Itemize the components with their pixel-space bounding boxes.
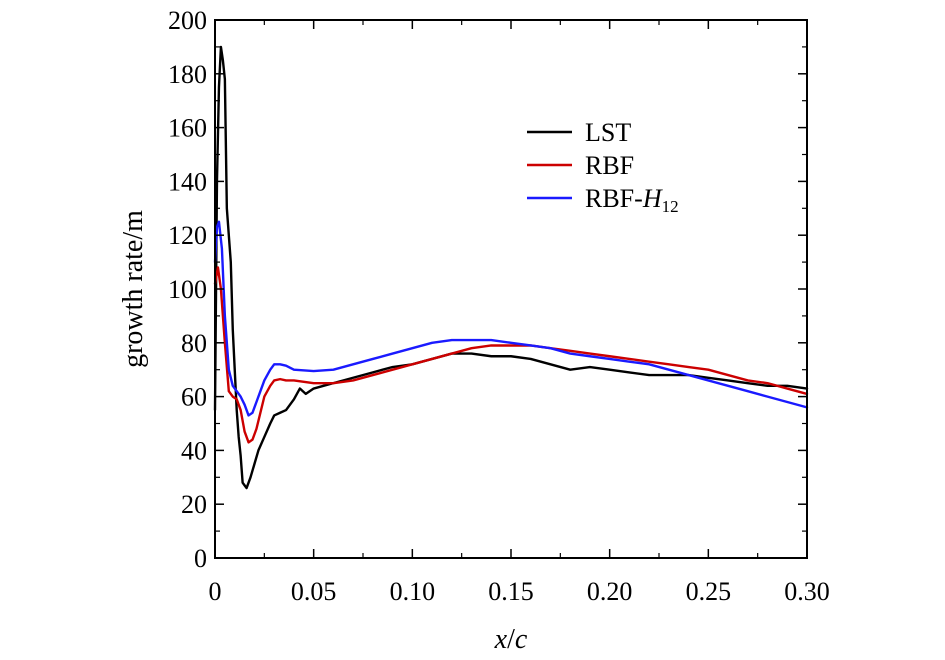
legend-label-rbf: RBF [585,151,634,180]
x-axis-label: x/c [494,624,528,655]
y-tick-label: 100 [168,275,207,304]
y-tick-label: 140 [168,167,207,196]
y-tick-label: 120 [168,221,207,250]
y-tick-label: 40 [181,436,207,465]
y-tick-label: 160 [168,114,207,143]
legend-label-rbf-h12: RBF-H12 [585,184,679,216]
plot-frame [214,19,808,559]
plot-area: 0 20 40 60 80 100 120 140 160 180 200 0 0.05 0.10 0.15… [118,6,830,655]
y-tick-label: 60 [181,383,207,412]
y-tick-label: 20 [181,490,207,519]
y-axis-label: growth rate/m [118,210,149,368]
x-tick-label: 0 [209,577,222,606]
series-line-rbf-h12 [213,220,809,417]
x-tick-label: 0.10 [390,577,436,606]
series-line-rbf [213,266,809,444]
x-tick-label: 0.20 [587,577,633,606]
series-group [213,45,809,490]
y-tick-label: 80 [181,329,207,358]
x-tick-label: 0.30 [784,577,830,606]
y-tick-label: 0 [194,544,207,573]
y-tick-label: 200 [168,6,207,35]
x-axis-ticks: 0 0.05 0.10 0.15 0.20 0.25 0.30 [209,20,830,606]
legend: LST RBF RBF-H12 [527,118,679,216]
legend-label-lst: LST [585,118,631,147]
x-tick-label: 0.05 [291,577,337,606]
x-tick-label: 0.25 [686,577,732,606]
y-tick-label: 180 [168,60,207,89]
x-tick-label: 0.15 [488,577,534,606]
series-line-lst [213,45,809,490]
y-axis-ticks: 0 20 40 60 80 100 120 140 160 180 200 [168,6,807,573]
